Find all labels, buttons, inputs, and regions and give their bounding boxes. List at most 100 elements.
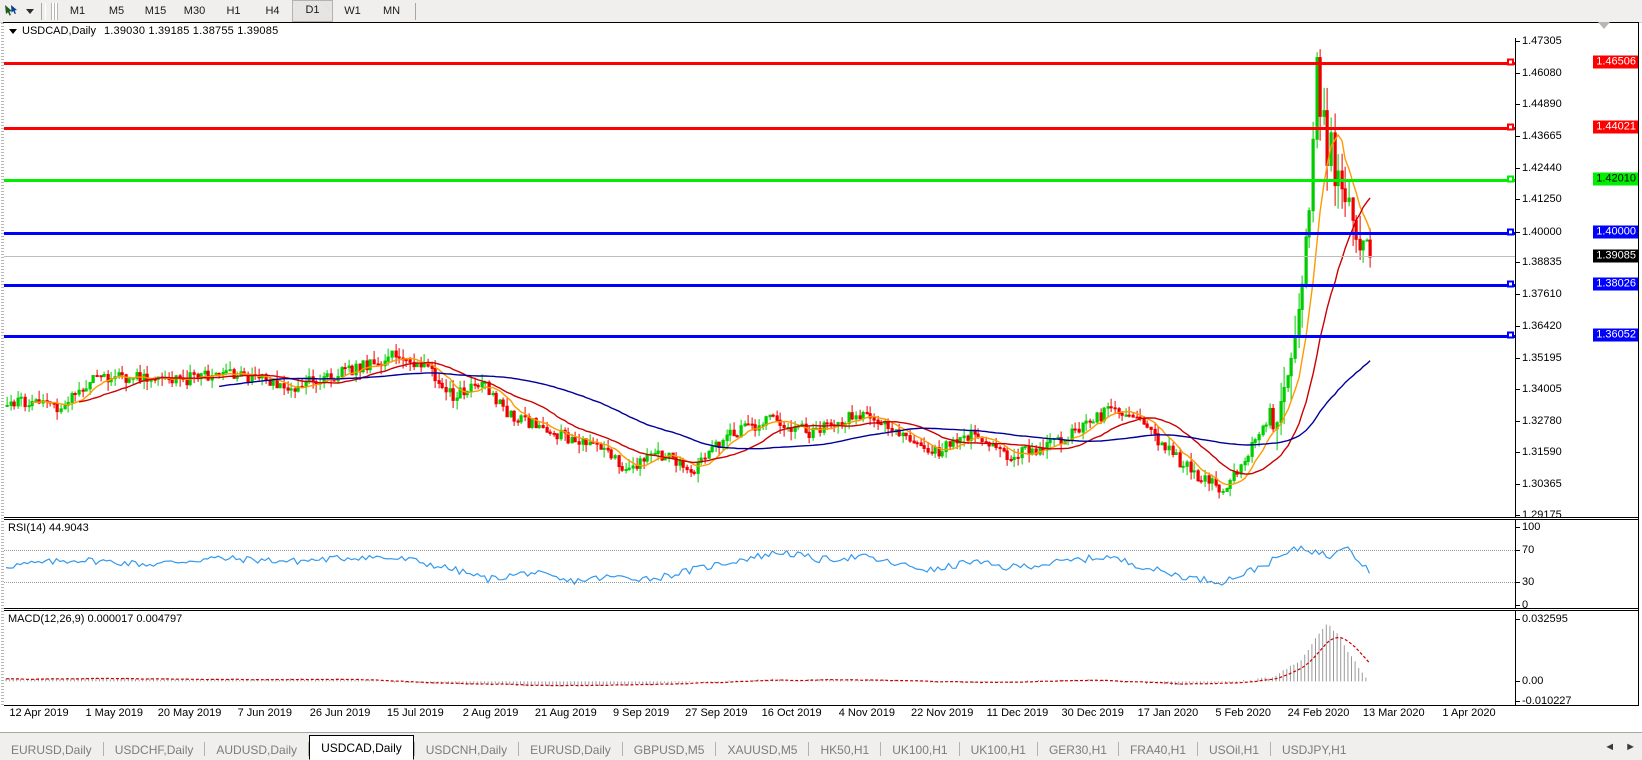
chart-tab-gbpusd-m5[interactable]: GBPUSD,M5 (633, 743, 705, 757)
rsi-tick (1516, 605, 1520, 606)
level-price-tag: 1.42010 (1593, 172, 1638, 186)
time-tick-label: 1 May 2019 (85, 707, 143, 719)
time-tick-label: 16 Oct 2019 (761, 707, 822, 719)
tab-separator (1036, 742, 1038, 756)
price-tick (1516, 420, 1520, 422)
price-tick-label: 1.42440 (1522, 162, 1562, 175)
macd-tick (1516, 681, 1520, 683)
timeframe-m30[interactable]: M30 (183, 5, 206, 17)
level-line-support[interactable] (4, 231, 1515, 235)
timeframe-m1[interactable]: M1 (69, 5, 86, 17)
price-plot-area[interactable] (4, 38, 1515, 517)
price-tick (1516, 294, 1520, 296)
toolbar-separator-2 (415, 2, 416, 20)
rsi-tick (1516, 527, 1520, 528)
level-line-last-price[interactable] (4, 255, 1515, 257)
time-tick-label: 7 Jun 2019 (237, 707, 292, 719)
timeframe-h1[interactable]: H1 (226, 5, 241, 17)
chart-tab-uk100-h1[interactable]: UK100,H1 (892, 743, 948, 757)
chart-tab-audusd-daily[interactable]: AUDUSD,Daily (216, 743, 298, 757)
rsi-oversold-line (4, 581, 1515, 583)
time-tick-label: 11 Dec 2019 (986, 707, 1049, 719)
tab-separator (308, 742, 310, 756)
level-price-tag: 1.46506 (1593, 55, 1638, 69)
timeframe-d1[interactable]: D1 (292, 0, 333, 22)
time-tick-label: 27 Sep 2019 (685, 707, 748, 719)
price-tick (1516, 168, 1520, 170)
cursor-crosshair-icon[interactable] (0, 1, 22, 21)
chart-tab-usdjpy-h1[interactable]: USDJPY,H1 (1282, 743, 1347, 757)
chart-tab-usdchf-daily[interactable]: USDCHF,Daily (114, 743, 194, 757)
price-tick-label: 1.32780 (1522, 414, 1562, 427)
chart-tab-usdcad-daily[interactable]: USDCAD,Daily (309, 735, 414, 760)
rsi-plot-area[interactable] (4, 520, 1515, 608)
chart-window-grip[interactable] (1, 23, 4, 707)
macd-axis[interactable]: 0.032595 0.00 -0.010227 (1515, 611, 1638, 707)
chart-tab-eurusd-daily[interactable]: EURUSD,Daily (11, 743, 92, 757)
price-tick-label: 1.35195 (1522, 351, 1562, 364)
tab-next-arrow-icon[interactable]: ► (1625, 740, 1636, 753)
price-tick (1516, 231, 1520, 233)
chart-symbol-name: USDCAD,Daily (22, 25, 96, 37)
time-tick-label: 24 Feb 2020 (1287, 707, 1350, 719)
level-line-resistance[interactable] (4, 61, 1515, 65)
level-drag-handle[interactable] (1507, 331, 1514, 339)
level-drag-handle[interactable] (1507, 58, 1514, 66)
chart-window: USDCAD,Daily 1.39030 1.39185 1.38755 1.3… (1, 22, 1639, 707)
level-drag-handle[interactable] (1507, 280, 1514, 288)
chart-menu-caret-icon[interactable] (9, 28, 17, 34)
tab-separator (715, 742, 717, 756)
chart-tab-fra40-h1[interactable]: FRA40,H1 (1129, 743, 1186, 757)
chart-tab-usdcnh-daily[interactable]: USDCNH,Daily (425, 743, 508, 757)
macd-pane: MACD(12,26,9) 0.000017 0.004797 0.032595… (4, 610, 1638, 707)
timeframe-mn[interactable]: MN (382, 5, 401, 17)
chart-tab-eurusd-daily[interactable]: EURUSD,Daily (530, 743, 611, 757)
chevron-down-icon[interactable] (22, 1, 38, 21)
price-tick-label: 1.44890 (1522, 98, 1562, 111)
level-line-resistance[interactable] (4, 126, 1515, 130)
level-price-tag: 1.40000 (1593, 225, 1638, 239)
price-pane: 1.47305 1.46080 1.44890 1.43665 1.42440 1.412… (4, 35, 1638, 521)
timeframe-w1[interactable]: W1 (344, 5, 361, 17)
chart-tab-hk50-h1[interactable]: HK50,H1 (820, 743, 870, 757)
time-tick-label: 15 Jul 2019 (386, 707, 444, 719)
price-candlestick-series (5, 49, 1372, 499)
price-tick-label: 1.29175 (1522, 509, 1562, 521)
level-line-support[interactable] (4, 335, 1515, 339)
price-tick (1516, 451, 1520, 453)
level-line-support[interactable] (4, 283, 1515, 287)
macd-plot-area[interactable] (4, 611, 1515, 705)
price-tick-label: 1.34005 (1522, 382, 1562, 395)
tab-prev-arrow-icon[interactable]: ◄ (1604, 740, 1616, 753)
timeframe-m5[interactable]: M5 (108, 5, 125, 17)
macd-tick-label: 0.00 (1522, 675, 1544, 688)
chart-tab-usoil-h1[interactable]: USOil,H1 (1209, 743, 1260, 757)
chart-tab-uk100-h1[interactable]: UK100,H1 (970, 743, 1026, 757)
level-line-target[interactable] (4, 179, 1515, 183)
price-axis[interactable]: 1.47305 1.46080 1.44890 1.43665 1.42440 1.412… (1515, 35, 1638, 521)
rsi-axis[interactable]: 100 70 30 0 (1515, 520, 1638, 611)
price-tick (1516, 73, 1520, 75)
tab-separator (102, 742, 104, 756)
chart-tab-ger30-h1[interactable]: GER30,H1 (1048, 743, 1107, 757)
rsi-pane: RSI(14) 44.9043 100 70 30 0 (4, 519, 1638, 611)
level-drag-handle[interactable] (1507, 175, 1514, 183)
rsi-tick-label: 100 (1522, 521, 1541, 533)
level-drag-handle[interactable] (1507, 228, 1514, 236)
time-tick-label: 22 Nov 2019 (910, 707, 974, 719)
timeframe-h4[interactable]: H4 (265, 5, 280, 17)
chart-collapse-marker-icon[interactable] (1598, 22, 1610, 29)
timeframe-m15[interactable]: M15 (144, 5, 167, 17)
tab-separator (1270, 742, 1272, 756)
level-drag-handle[interactable] (1507, 123, 1514, 131)
tab-separator (1197, 742, 1198, 756)
toolbar-grip[interactable] (51, 2, 58, 20)
price-tick (1516, 136, 1520, 138)
tab-separator (621, 742, 623, 756)
chart-tab-xauusd-m5[interactable]: XAUUSD,M5 (727, 743, 798, 757)
time-tick-label: 21 Aug 2019 (534, 707, 597, 719)
price-tick-label: 1.36420 (1522, 319, 1562, 332)
macd-tick (1516, 619, 1520, 620)
last-price-tag: 1.39085 (1593, 249, 1638, 263)
tab-separator (413, 742, 415, 756)
